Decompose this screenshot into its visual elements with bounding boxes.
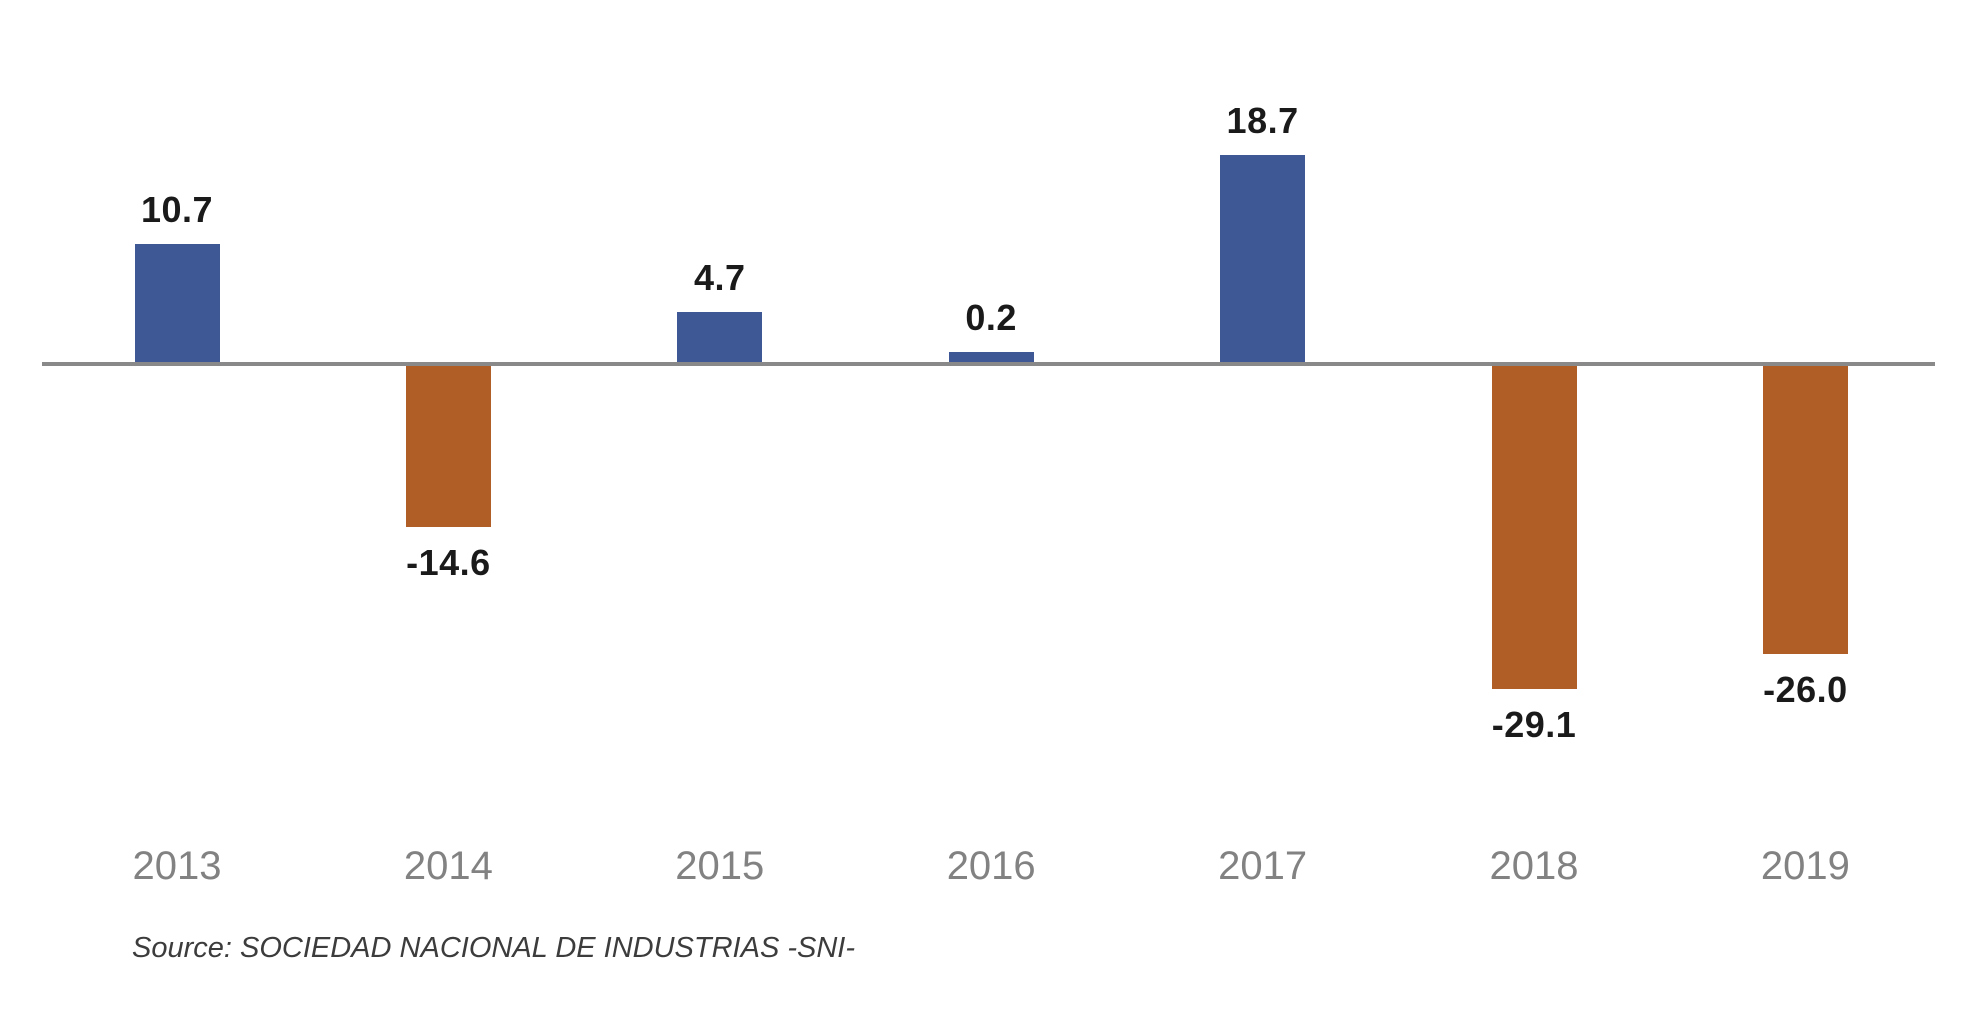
x-axis-label-2016: 2016 (946, 844, 1036, 888)
bar-2014 (405, 364, 491, 528)
value-label-2015: 4.7 (694, 256, 746, 298)
bar-2018 (1491, 364, 1577, 690)
bar-2019 (1762, 364, 1848, 655)
value-label-2017: 18.7 (1226, 100, 1299, 142)
x-axis-label-2015: 2015 (675, 844, 765, 888)
value-label-2013: 10.7 (140, 189, 214, 231)
source-caption: Source: SOCIEDAD NACIONAL DE INDUSTRIAS … (132, 932, 856, 964)
x-axis-label-2013: 2013 (132, 844, 222, 888)
bar-2013 (134, 244, 220, 364)
value-label-2016: 0.2 (965, 297, 1017, 338)
value-label-2014: -14.6 (406, 542, 491, 584)
x-axis-label-2019: 2019 (1760, 844, 1850, 888)
value-label-2019: -26.0 (1763, 669, 1848, 711)
value-label-2018: -29.1 (1491, 704, 1577, 746)
bar-2016 (948, 352, 1034, 364)
bar-2015 (677, 311, 763, 364)
x-axis-label-2017: 2017 (1218, 844, 1308, 888)
bar-2017 (1220, 155, 1306, 364)
x-axis-label-2018: 2018 (1489, 844, 1579, 888)
x-axis-label-2014: 2014 (403, 844, 493, 888)
x-axis-baseline (42, 362, 1935, 366)
